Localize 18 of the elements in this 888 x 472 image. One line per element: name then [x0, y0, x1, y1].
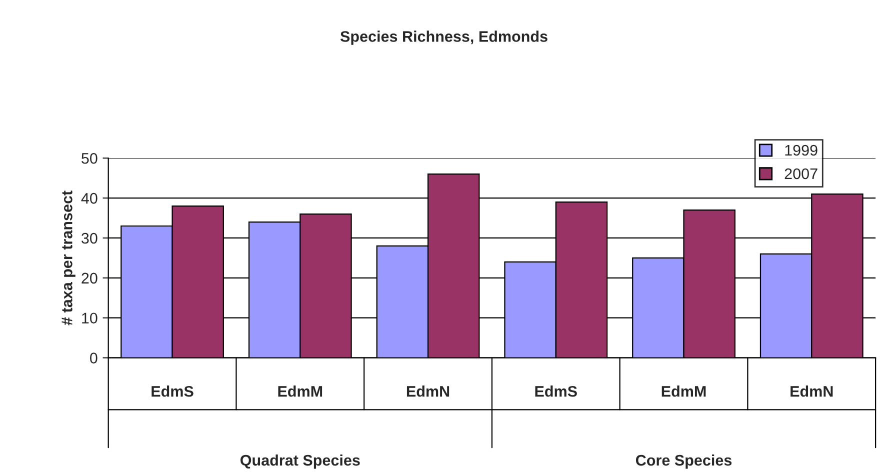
chart-title: Species Richness, Edmonds [340, 30, 548, 45]
x-tick-label: EdmN [790, 386, 833, 397]
y-tick-label: 30 [82, 232, 98, 244]
x-tick-label: EdmS [535, 386, 577, 397]
text: Quadrat Species [240, 454, 360, 469]
y-tick-label: 0 [90, 352, 98, 364]
y-tick-label: 10 [82, 312, 98, 324]
legend-label: 2007 [784, 168, 818, 180]
legend-label: 1999 [785, 144, 818, 156]
x-tick-label: EdmN [406, 386, 450, 397]
y-axis-title: # taxa per transect [62, 190, 76, 326]
y-tick-label: 40 [81, 192, 98, 204]
text: Core Species [636, 454, 732, 469]
x-tick-label: EdmM [278, 386, 322, 397]
x-tick-label: EdmM [662, 386, 706, 397]
x-tick-label: EdmS [152, 386, 194, 397]
y-tick-label: 20 [82, 272, 98, 284]
y-tick-label: 50 [82, 152, 98, 164]
